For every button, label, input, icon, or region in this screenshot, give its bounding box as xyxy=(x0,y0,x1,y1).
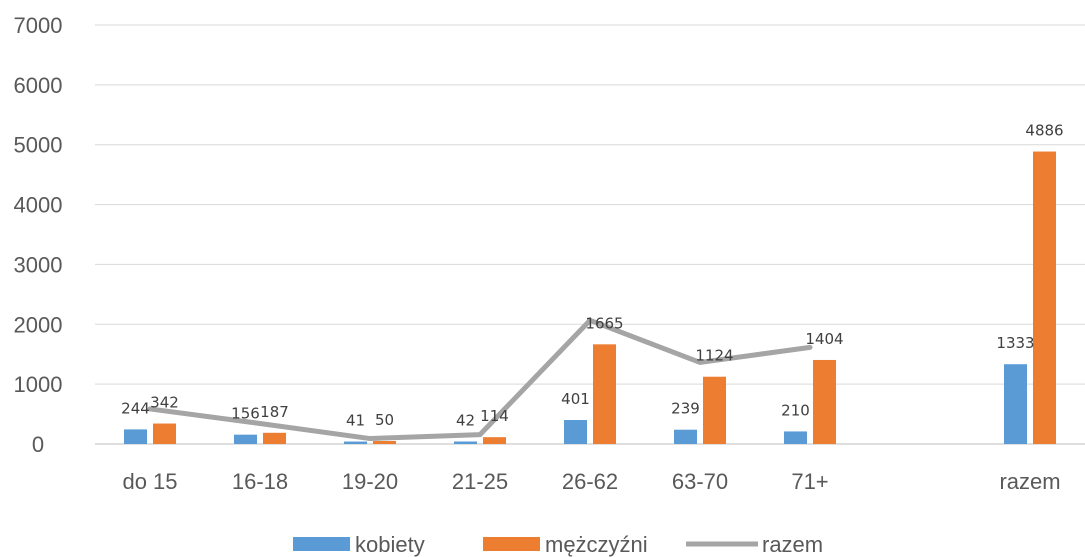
y-tick-label: 2000 xyxy=(14,312,63,337)
bar-kobiety-16-18 xyxy=(234,434,257,444)
legend-swatch-kobiety xyxy=(293,537,350,551)
data-label: 50 xyxy=(375,411,394,429)
x-tick-label: 71+ xyxy=(791,469,828,494)
bar-kobiety-19-20 xyxy=(344,441,367,444)
legend-swatch-mężczyźni xyxy=(483,537,540,551)
data-label: 1124 xyxy=(695,347,733,365)
x-tick-label: 21-25 xyxy=(452,469,508,494)
bar-mężczyźni-21-25 xyxy=(483,437,506,444)
y-tick-label: 6000 xyxy=(14,73,63,98)
data-label: 239 xyxy=(671,400,700,418)
bar-mężczyźni-razem xyxy=(1033,151,1056,444)
x-tick-label: 16-18 xyxy=(232,469,288,494)
y-tick-label: 0 xyxy=(32,432,44,457)
data-label: 1404 xyxy=(805,330,843,348)
x-axis-ticks: do 15 16-18 19-20 21-25 26-62 63-70 71+ razem xyxy=(122,469,1060,494)
y-axis-ticks: 0 1000 2000 3000 4000 5000 6000 7000 xyxy=(14,13,63,457)
x-tick-label: 19-20 xyxy=(342,469,398,494)
razem-line-layer xyxy=(147,317,813,442)
y-tick-label: 4000 xyxy=(14,193,63,218)
bar-kobiety-do 15 xyxy=(124,429,147,444)
bar-mężczyźni-71+ xyxy=(813,359,836,444)
y-tick-label: 3000 xyxy=(14,252,63,277)
legend-label: mężczyźni xyxy=(545,532,648,557)
bar-kobiety-63-70 xyxy=(674,429,697,444)
legend-label: kobiety xyxy=(355,532,425,557)
bar-mężczyźni-19-20 xyxy=(373,441,396,444)
x-tick-label: 26-62 xyxy=(562,469,618,494)
bars xyxy=(124,151,1056,444)
legend: kobiety mężczyźni razem xyxy=(293,532,823,557)
bar-mężczyźni-do 15 xyxy=(153,423,176,444)
data-label: 156 xyxy=(231,405,260,423)
data-labels: 244 156 41 42 401 239 210 1333 342 187 50 114 1665 11… xyxy=(121,122,1063,430)
data-label: 1665 xyxy=(585,314,623,332)
legend-label: razem xyxy=(762,532,823,557)
bar-mężczyźni-16-18 xyxy=(263,432,286,444)
y-tick-label: 1000 xyxy=(14,372,63,397)
data-label: 114 xyxy=(480,407,509,425)
data-label: 210 xyxy=(781,401,810,419)
x-tick-label: do 15 xyxy=(122,469,177,494)
line-razem xyxy=(147,317,813,442)
data-label: 244 xyxy=(121,399,150,417)
bar-kobiety-26-62 xyxy=(564,419,587,444)
data-label: 41 xyxy=(346,412,365,430)
y-tick-label: 7000 xyxy=(14,13,63,38)
gridlines xyxy=(95,24,1085,445)
data-label: 42 xyxy=(456,411,475,429)
data-label: 1333 xyxy=(996,334,1034,352)
data-label: 187 xyxy=(260,403,289,421)
data-label: 401 xyxy=(561,390,590,408)
bar-kobiety-razem xyxy=(1004,364,1027,444)
data-label: 342 xyxy=(150,394,179,412)
bar-kobiety-71+ xyxy=(784,431,807,444)
bar-mężczyźni-26-62 xyxy=(593,344,616,444)
bar-mężczyźni-63-70 xyxy=(703,376,726,444)
x-tick-label: razem xyxy=(999,469,1060,494)
data-label: 4886 xyxy=(1025,122,1063,140)
y-tick-label: 5000 xyxy=(14,133,63,158)
x-tick-label: 63-70 xyxy=(672,469,728,494)
bar-kobiety-21-25 xyxy=(454,441,477,444)
